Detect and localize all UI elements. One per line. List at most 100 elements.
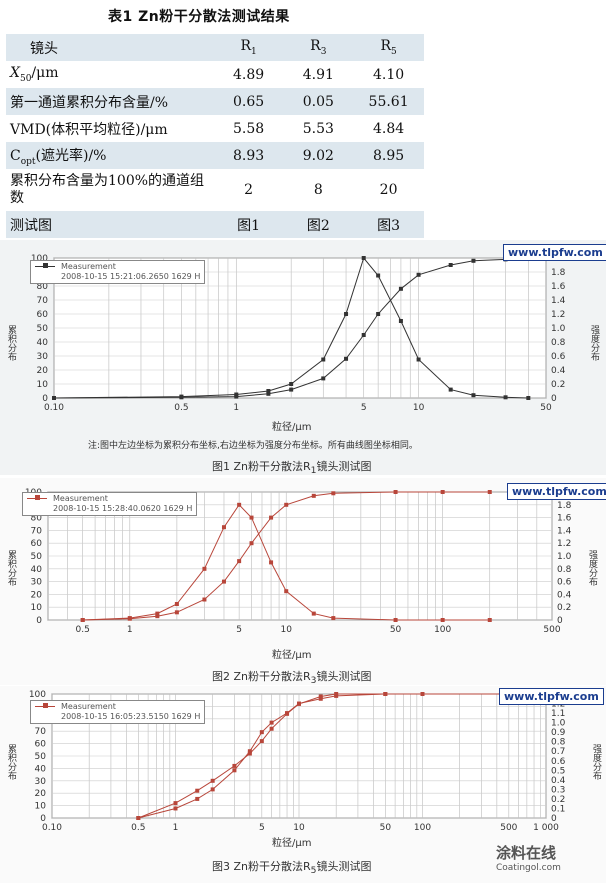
- y-tick-label-right: 0.4: [551, 366, 566, 376]
- y-tick-label-right: 0.2: [551, 795, 565, 805]
- data-point: [202, 566, 207, 571]
- y-tick-label-right: 0.2: [557, 603, 571, 613]
- y-tick-label-left: 40: [37, 338, 49, 348]
- row-label: Copt(遮光率)/%: [6, 142, 214, 169]
- data-point: [155, 611, 160, 616]
- data-point: [376, 273, 381, 278]
- data-point: [221, 579, 226, 584]
- cell: 20: [379, 182, 398, 198]
- cell: 4.91: [302, 66, 334, 83]
- data-point: [331, 616, 336, 621]
- data-point: [237, 502, 242, 507]
- row-label: X50/μm: [10, 65, 59, 84]
- data-point: [155, 614, 160, 619]
- series-line-right: [138, 693, 546, 819]
- y-tick-label-left: 20: [35, 789, 47, 799]
- data-point: [249, 515, 254, 520]
- ylabel-right: 强度分布: [591, 744, 601, 780]
- x-tick-label: 100: [414, 823, 431, 833]
- data-point: [289, 387, 294, 392]
- y-tick-label-left: 80: [37, 282, 49, 292]
- data-point: [487, 490, 492, 494]
- cell: 5.53: [302, 120, 334, 137]
- y-tick-label-right: 1.1: [551, 709, 565, 719]
- x-tick-label: 1: [173, 823, 179, 833]
- y-tick-label-right: 0.9: [551, 728, 566, 738]
- cell: 8.95: [353, 142, 424, 169]
- table-header-row: 镜头 R1 R3 R5: [6, 34, 424, 61]
- ylabel-right: 强度分布: [589, 325, 599, 361]
- y-tick-label-right: 0: [557, 616, 563, 626]
- y-tick-label-right: 1.0: [551, 719, 566, 729]
- data-point: [416, 357, 421, 362]
- y-tick-label-left: 70: [37, 296, 49, 306]
- data-point: [321, 357, 326, 362]
- data-point: [344, 356, 349, 361]
- y-tick-label-left: 10: [37, 380, 49, 390]
- y-tick-label-right: 1.4: [557, 526, 572, 536]
- data-point: [174, 610, 179, 615]
- data-point: [237, 559, 242, 564]
- y-tick-label-left: 50: [37, 324, 49, 334]
- table-row: 第一通道累积分布含量/% 0.65 0.05 55.61: [6, 88, 424, 115]
- ylabel-left: 累积分布: [6, 325, 16, 361]
- data-point: [266, 391, 271, 396]
- y-tick-label-right: 0.4: [557, 590, 572, 600]
- cell: 0.05: [283, 88, 354, 115]
- data-point: [249, 541, 254, 546]
- x-tick-label: 50: [380, 823, 392, 833]
- x-tick-label: 10: [413, 403, 425, 413]
- data-point: [269, 515, 274, 520]
- x-tick-label: 0.10: [42, 823, 62, 833]
- watermark: www.tlpfw.com: [503, 244, 606, 261]
- table-row: 累积分布含量为100%的通道组数 2 8 20: [6, 169, 424, 211]
- x-tick-label: 500: [543, 625, 560, 635]
- legend: Measurement 2008-10-15 15:28:40.0620 1629…: [22, 492, 198, 516]
- ylabel-left: 累积分布: [6, 550, 16, 586]
- data-point: [269, 726, 274, 731]
- x-tick-label: 10: [281, 625, 293, 635]
- cell: 55.61: [353, 88, 424, 115]
- data-point: [383, 692, 388, 696]
- y-tick-label-left: 80: [31, 514, 43, 524]
- y-tick-label-left: 10: [35, 802, 47, 812]
- data-point: [232, 763, 237, 768]
- legend: Measurement 2008-10-15 15:21:06.2650 1629…: [30, 260, 206, 284]
- data-point: [232, 768, 237, 773]
- x-tick-label: 1: [233, 403, 239, 413]
- data-point: [210, 778, 215, 783]
- data-point: [221, 525, 226, 530]
- data-point: [195, 788, 200, 793]
- data-point: [311, 611, 316, 616]
- y-tick-label-left: 60: [35, 740, 47, 750]
- watermark: www.tlpfw.com: [507, 483, 606, 500]
- y-tick-label-right: 1.0: [557, 552, 572, 562]
- y-tick-label-left: 50: [31, 552, 43, 562]
- y-tick-label-right: 1.2: [551, 310, 565, 320]
- y-tick-label-left: 100: [29, 690, 46, 700]
- y-tick-label-right: 0.3: [551, 785, 565, 795]
- cell: 5.58: [233, 120, 265, 137]
- data-point: [173, 806, 178, 811]
- table-row: VMD(体积平均粒径)/μm 5.58 5.53 4.84: [6, 115, 424, 142]
- ylabel-left: 累积分布: [6, 744, 16, 780]
- ylabel-right: 强度分布: [587, 550, 597, 586]
- y-tick-label-left: 0: [36, 616, 42, 626]
- data-point: [285, 711, 290, 716]
- data-point: [361, 256, 366, 260]
- xlabel: 粒径/μm: [272, 838, 312, 849]
- y-tick-label-right: 0.4: [551, 776, 566, 786]
- y-tick-label-right: 0.8: [557, 565, 572, 575]
- data-point: [471, 393, 476, 398]
- row-label: 第一通道累积分布含量/%: [6, 88, 214, 115]
- data-point: [247, 749, 252, 754]
- xlabel: 粒径/μm: [272, 422, 312, 433]
- figure-3: 10090807060504030201001.31.21.11.00.90.8…: [0, 686, 606, 883]
- result-table: 镜头 R1 R3 R5 X50/μm 4.89 4.91 4.10 第一通道累积…: [6, 34, 424, 238]
- cell: 4.89: [233, 66, 265, 83]
- y-tick-label-right: 0.7: [551, 747, 565, 757]
- data-point: [440, 618, 445, 622]
- data-point: [398, 319, 403, 323]
- data-point: [311, 493, 316, 498]
- data-point: [416, 272, 421, 277]
